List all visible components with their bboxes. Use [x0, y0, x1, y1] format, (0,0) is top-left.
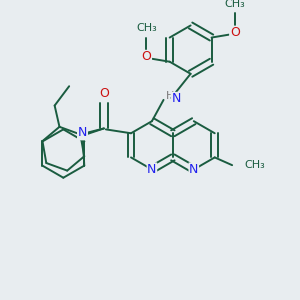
Text: N: N — [147, 163, 157, 176]
Text: O: O — [230, 26, 240, 39]
Text: N: N — [78, 127, 87, 140]
Text: O: O — [99, 87, 109, 100]
Text: CH₃: CH₃ — [245, 160, 266, 170]
Text: O: O — [142, 50, 152, 63]
Text: N: N — [171, 92, 181, 105]
Text: N: N — [78, 126, 87, 139]
Text: CH₃: CH₃ — [136, 23, 157, 33]
Text: CH₃: CH₃ — [224, 0, 245, 9]
Text: N: N — [189, 163, 199, 176]
Text: H: H — [166, 91, 174, 101]
